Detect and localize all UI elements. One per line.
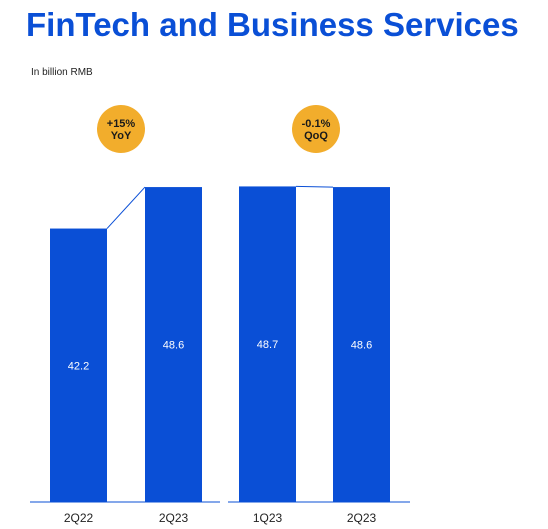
bar-2q22	[50, 228, 107, 502]
data-label: 48.6	[351, 340, 372, 352]
unit-note: In billion RMB	[31, 67, 93, 78]
tick-label: 2Q22	[64, 511, 94, 525]
bar-1q23	[239, 186, 296, 502]
tick-label: 2Q23	[347, 511, 377, 525]
bar-2q23	[333, 187, 390, 502]
data-label: 48.6	[163, 340, 184, 352]
tick-label: 1Q23	[253, 511, 283, 525]
connector-line	[106, 186, 146, 229]
growth-badge	[292, 105, 340, 153]
growth-badge-value: -0.1%	[302, 118, 331, 130]
page-title: FinTech and Business Services	[26, 6, 519, 43]
data-label: 48.7	[257, 339, 278, 351]
growth-badge-period: YoY	[111, 130, 132, 142]
growth-badge	[97, 105, 145, 153]
growth-badge-period: QoQ	[304, 130, 328, 142]
growth-badge-value: +15%	[107, 118, 136, 130]
connector-line	[295, 185, 334, 188]
data-label: 42.2	[68, 360, 89, 372]
tick-label: 2Q23	[159, 511, 189, 525]
bar-2q23	[145, 187, 202, 502]
